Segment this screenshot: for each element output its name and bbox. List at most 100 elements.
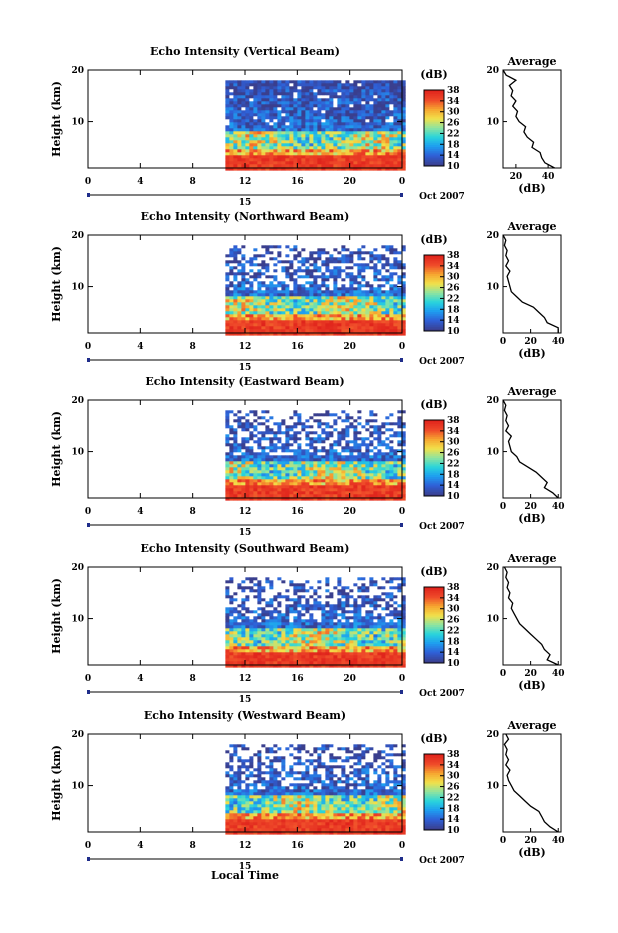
heatmap-cell [285,305,289,308]
heatmap-cell [265,83,269,86]
heatmap-cell [277,119,281,122]
heatmap-cell [277,248,281,251]
heatmap-cell [285,131,289,134]
heatmap-cell [381,131,385,134]
heatmap-cell [337,269,341,272]
heatmap-cell [285,284,289,287]
heatmap-cell [229,464,233,467]
heatmap-cell [277,287,281,290]
heatmap-cell [353,434,357,437]
heatmap-cell [333,586,337,589]
heatmap-cell [309,104,313,107]
heatmap-cell [389,302,393,305]
heatmap-cell [357,158,361,161]
heatmap-cell [245,598,249,601]
heatmap-cell [345,299,349,302]
heatmap-cell [397,98,401,101]
heatmap-cell [317,101,321,104]
heatmap-cell [265,305,269,308]
heatmap-cell [325,323,329,326]
heatmap-cell [273,92,277,95]
heatmap-cell [225,143,229,146]
heatmap-cell [269,302,273,305]
heatmap-cell [361,416,365,419]
heatmap-cell [245,458,249,461]
heatmap-cell [365,580,369,583]
heatmap-cell [261,491,265,494]
heatmap-cell [389,437,393,440]
heatmap-cell [269,467,273,470]
heatmap-cell [369,583,373,586]
heatmap-cell [385,416,389,419]
heatmap-cell [389,299,393,302]
heatmap-cell [277,449,281,452]
heatmap-cell [373,326,377,329]
heatmap-cell [397,598,401,601]
heatmap-cell [325,604,329,607]
heatmap-cell [237,446,241,449]
heatmap-cell [277,245,281,248]
heatmap-cell [273,113,277,116]
heatmap-cell [289,482,293,485]
heatmap-cell [365,425,369,428]
heatmap-cell [313,416,317,419]
heatmap-cell [285,257,289,260]
heatmap-cell [269,577,273,580]
heatmap-cell [277,149,281,152]
heatmap-cell [269,317,273,320]
heatmap-cell [249,302,253,305]
heatmap-cell [353,467,357,470]
heatmap-cell [365,583,369,586]
heatmap-cell [245,326,249,329]
heatmap-cell [241,143,245,146]
heatmap-cell [257,446,261,449]
heatmap-cell [241,470,245,473]
heatmap-cell [325,128,329,131]
heatmap-cell [297,83,301,86]
heatmap-cell [385,598,389,601]
heatmap-cell [381,125,385,128]
heatmap-cell [237,595,241,598]
heatmap-cell [345,164,349,167]
heatmap-cell [365,314,369,317]
heatmap-cell [309,131,313,134]
heatmap-cell [257,329,261,332]
heatmap-cell [369,95,373,98]
heatmap-cell [341,446,345,449]
heatmap-cell [229,467,233,470]
heatmap-cell [361,257,365,260]
heatmap-cell [297,269,301,272]
heatmap-cell [309,266,313,269]
heatmap-cell [225,425,229,428]
heatmap-cell [253,476,257,479]
heatmap-cell [365,410,369,413]
heatmap-cell [245,419,249,422]
heatmap-cell [325,616,329,619]
heatmap-cell [289,452,293,455]
heatmap-cell [309,317,313,320]
heatmap-cell [349,440,353,443]
heatmap-cell [285,479,289,482]
heatmap-cell [357,278,361,281]
heatmap-cell [349,443,353,446]
heatmap-cell [229,245,233,248]
heatmap-cell [305,443,309,446]
heatmap-cell [309,149,313,152]
heatmap-cell [369,158,373,161]
heatmap-cell [365,446,369,449]
heatmap-cell [349,577,353,580]
heatmap-cell [389,470,393,473]
heatmap-cell [373,107,377,110]
heatmap-cell [377,455,381,458]
heatmap-cell [305,583,309,586]
heatmap-cell [361,134,365,137]
heatmap-cell [389,443,393,446]
heatmap-cell [321,431,325,434]
heatmap-cell [365,125,369,128]
heatmap-cell [297,278,301,281]
heatmap-cell [393,494,397,497]
heatmap-cell [281,254,285,257]
heatmap-cell [349,131,353,134]
heatmap-cell [337,416,341,419]
